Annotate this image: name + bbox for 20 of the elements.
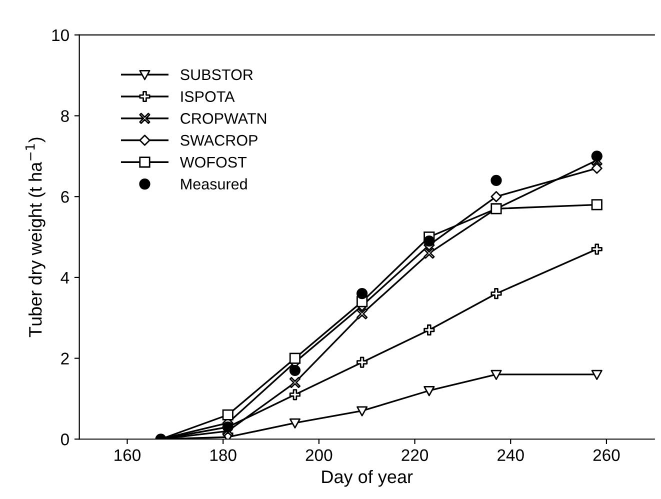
y-tick-label: 2 xyxy=(61,352,69,364)
legend-label: SWACROP xyxy=(180,134,258,146)
x-tick-label: 260 xyxy=(593,449,620,462)
x-tick-label: 240 xyxy=(498,449,524,462)
x-tick-label: 160 xyxy=(114,449,140,462)
y-axis-title: Tuber dry weight (t ha$^{−1}$) xyxy=(25,138,46,338)
y-tick-label: 6 xyxy=(61,191,69,203)
legend-label: Measured xyxy=(181,178,247,190)
x-axis-title: Day of year xyxy=(322,470,413,487)
x-tick-label: 180 xyxy=(210,449,236,462)
y-tick-label: 10 xyxy=(52,29,69,42)
x-tick-label: 220 xyxy=(402,449,428,462)
legend-label: WOFOST xyxy=(180,156,247,168)
legend-label: CROPWATN xyxy=(180,113,266,124)
legend-label: ISPOTA xyxy=(181,91,235,102)
y-tick-label: 4 xyxy=(60,272,70,284)
y-tick-label: 0 xyxy=(60,434,69,446)
x-tick-label: 200 xyxy=(306,449,332,462)
y-tick-label: 8 xyxy=(61,110,69,122)
legend-label: SUBSTOR xyxy=(180,69,253,80)
